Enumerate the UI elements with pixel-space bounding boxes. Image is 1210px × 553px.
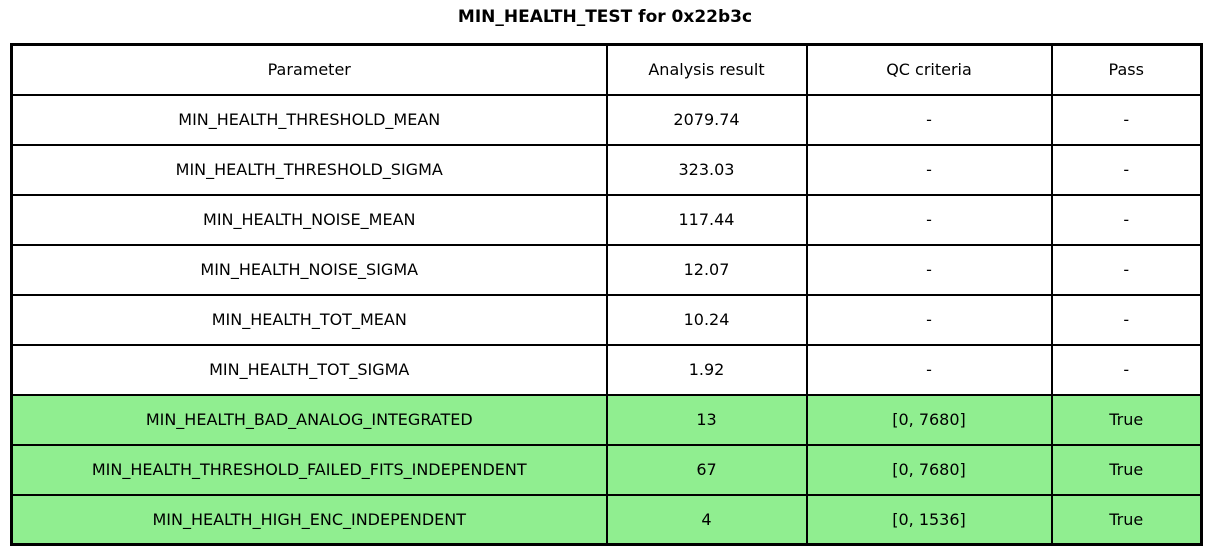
pass-cell: True xyxy=(1050,493,1203,546)
pass-cell: - xyxy=(1050,293,1203,346)
column-header-qc-criteria: QC criteria xyxy=(805,43,1053,96)
result-cell: 10.24 xyxy=(605,293,808,346)
result-cell: 323.03 xyxy=(605,143,808,196)
result-cell: 13 xyxy=(605,393,808,446)
table-row: MIN_HEALTH_TOT_SIGMA 1.92 - - xyxy=(10,343,1203,396)
parameter-cell: MIN_HEALTH_THRESHOLD_SIGMA xyxy=(10,143,608,196)
qc-criteria-cell: - xyxy=(805,93,1053,146)
qc-criteria-cell: - xyxy=(805,143,1053,196)
qc-criteria-cell: - xyxy=(805,293,1053,346)
pass-cell: - xyxy=(1050,343,1203,396)
parameter-cell: MIN_HEALTH_HIGH_ENC_INDEPENDENT xyxy=(10,493,608,546)
page-title: MIN_HEALTH_TEST for 0x22b3c xyxy=(457,7,753,27)
result-cell: 1.92 xyxy=(605,343,808,396)
result-cell: 2079.74 xyxy=(605,93,808,146)
qc-criteria-cell: - xyxy=(805,193,1053,246)
result-cell: 4 xyxy=(605,493,808,546)
result-cell: 12.07 xyxy=(605,243,808,296)
parameter-cell: MIN_HEALTH_THRESHOLD_FAILED_FITS_INDEPEN… xyxy=(10,443,608,496)
parameter-cell: MIN_HEALTH_TOT_SIGMA xyxy=(10,343,608,396)
header-row: Parameter Analysis result QC criteria Pa… xyxy=(10,43,1203,96)
pass-cell: - xyxy=(1050,243,1203,296)
parameter-cell: MIN_HEALTH_NOISE_SIGMA xyxy=(10,243,608,296)
column-header-pass: Pass xyxy=(1050,43,1203,96)
pass-cell: True xyxy=(1050,443,1203,496)
table-row: MIN_HEALTH_NOISE_MEAN 117.44 - - xyxy=(10,193,1203,246)
result-cell: 67 xyxy=(605,443,808,496)
table-row: MIN_HEALTH_TOT_MEAN 10.24 - - xyxy=(10,293,1203,346)
table-row-passed: MIN_HEALTH_BAD_ANALOG_INTEGRATED 13 [0, … xyxy=(10,393,1203,446)
table-row-passed: MIN_HEALTH_THRESHOLD_FAILED_FITS_INDEPEN… xyxy=(10,443,1203,496)
qc-criteria-cell: [0, 7680] xyxy=(805,393,1053,446)
qc-criteria-cell: [0, 1536] xyxy=(805,493,1053,546)
qc-criteria-cell: - xyxy=(805,343,1053,396)
parameter-cell: MIN_HEALTH_THRESHOLD_MEAN xyxy=(10,93,608,146)
table-row-passed: MIN_HEALTH_HIGH_ENC_INDEPENDENT 4 [0, 15… xyxy=(10,493,1203,546)
result-cell: 117.44 xyxy=(605,193,808,246)
parameter-cell: MIN_HEALTH_TOT_MEAN xyxy=(10,293,608,346)
pass-cell: - xyxy=(1050,193,1203,246)
table-row: MIN_HEALTH_THRESHOLD_SIGMA 323.03 - - xyxy=(10,143,1203,196)
qc-criteria-cell: [0, 7680] xyxy=(805,443,1053,496)
table-row: MIN_HEALTH_NOISE_SIGMA 12.07 - - xyxy=(10,243,1203,296)
column-header-parameter: Parameter xyxy=(10,43,608,96)
column-header-analysis-result: Analysis result xyxy=(605,43,808,96)
pass-cell: - xyxy=(1050,93,1203,146)
parameter-cell: MIN_HEALTH_NOISE_MEAN xyxy=(10,193,608,246)
qc-results-table: Parameter Analysis result QC criteria Pa… xyxy=(10,43,1203,546)
qc-criteria-cell: - xyxy=(805,243,1053,296)
pass-cell: True xyxy=(1050,393,1203,446)
parameter-cell: MIN_HEALTH_BAD_ANALOG_INTEGRATED xyxy=(10,393,608,446)
pass-cell: - xyxy=(1050,143,1203,196)
table-row: MIN_HEALTH_THRESHOLD_MEAN 2079.74 - - xyxy=(10,93,1203,146)
